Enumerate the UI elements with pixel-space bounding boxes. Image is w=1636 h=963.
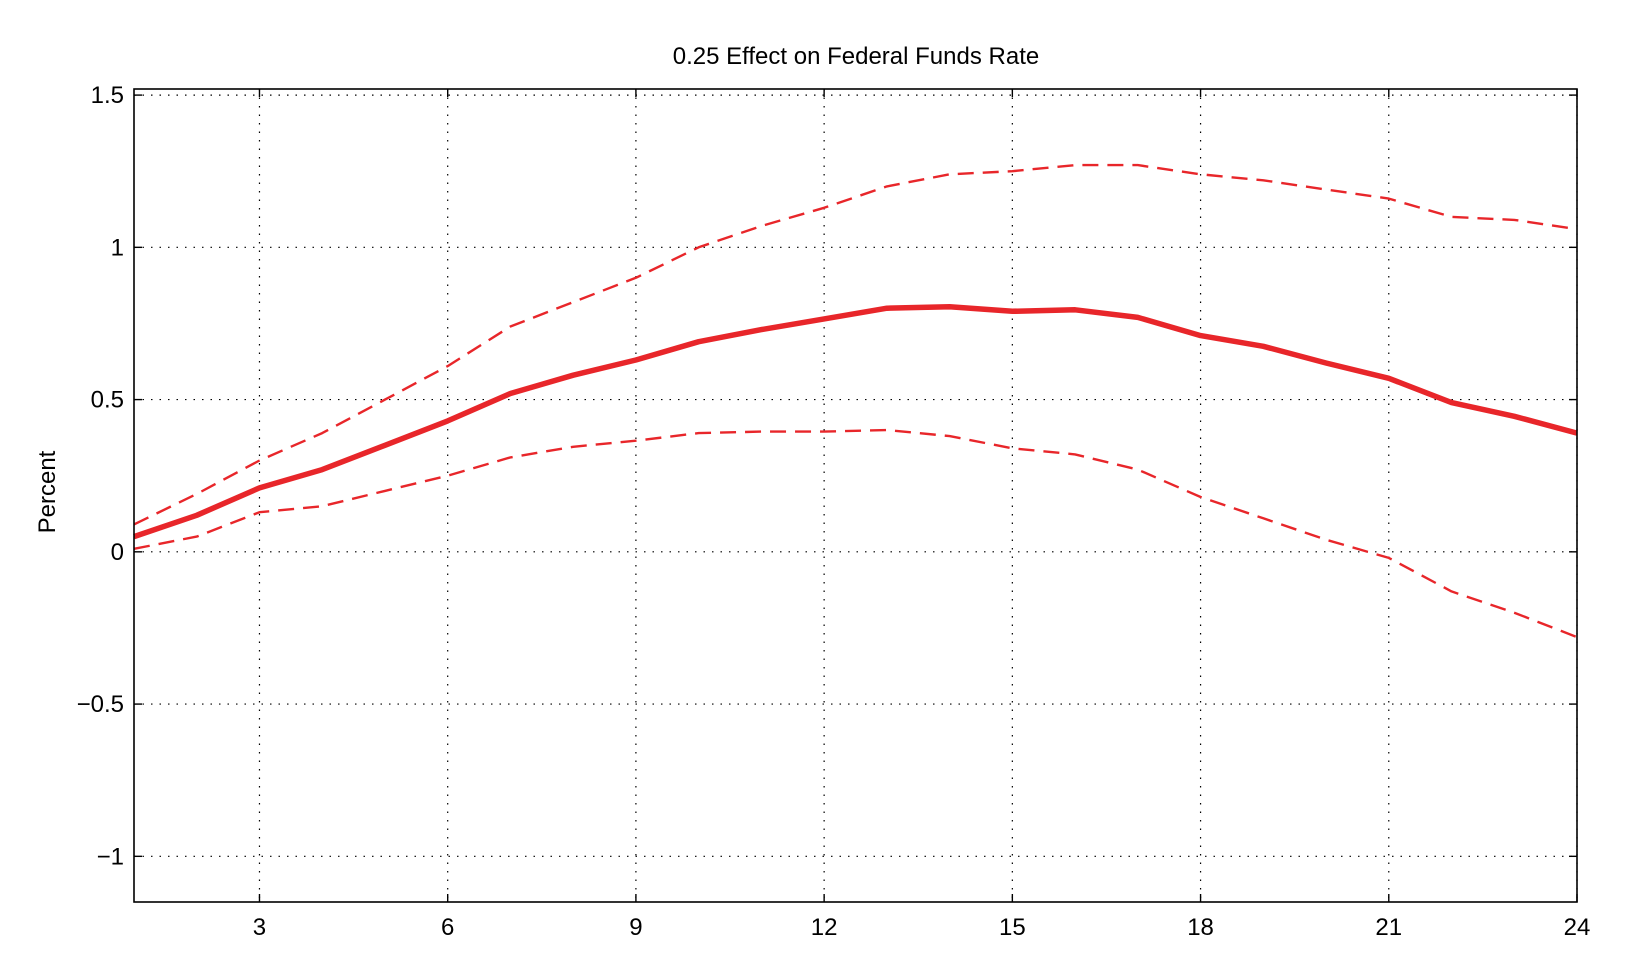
x-tick-label: 12 [811,914,838,941]
grid [134,89,1577,902]
x-tick-label: 21 [1375,914,1402,941]
x-tick-label: 18 [1187,914,1214,941]
y-tick-label: 0 [111,539,124,566]
x-tick-label: 24 [1564,914,1591,941]
y-tick-label: −1 [97,843,124,870]
y-tick-label: −0.5 [77,691,124,718]
x-tick-label: 9 [629,914,642,941]
x-tick-label: 15 [999,914,1026,941]
y-tick-label: 1 [111,234,124,261]
chart-title: 0.25 Effect on Federal Funds Rate [673,43,1039,70]
series-lines [134,165,1577,637]
y-tick-label: 1.5 [91,82,124,109]
y-axis-label: Percent [34,450,61,533]
y-tick-label: 0.5 [91,387,124,414]
plot-area-border [134,89,1577,902]
impulse-response-line [134,307,1577,537]
axis-ticks: 3 6 9 12 15 18 21 24 −1 −0.5 0 0.5 1 1.5 [77,82,1591,941]
x-tick-label: 6 [441,914,454,941]
x-tick-label: 3 [253,914,266,941]
upper-confidence-band [134,165,1577,524]
